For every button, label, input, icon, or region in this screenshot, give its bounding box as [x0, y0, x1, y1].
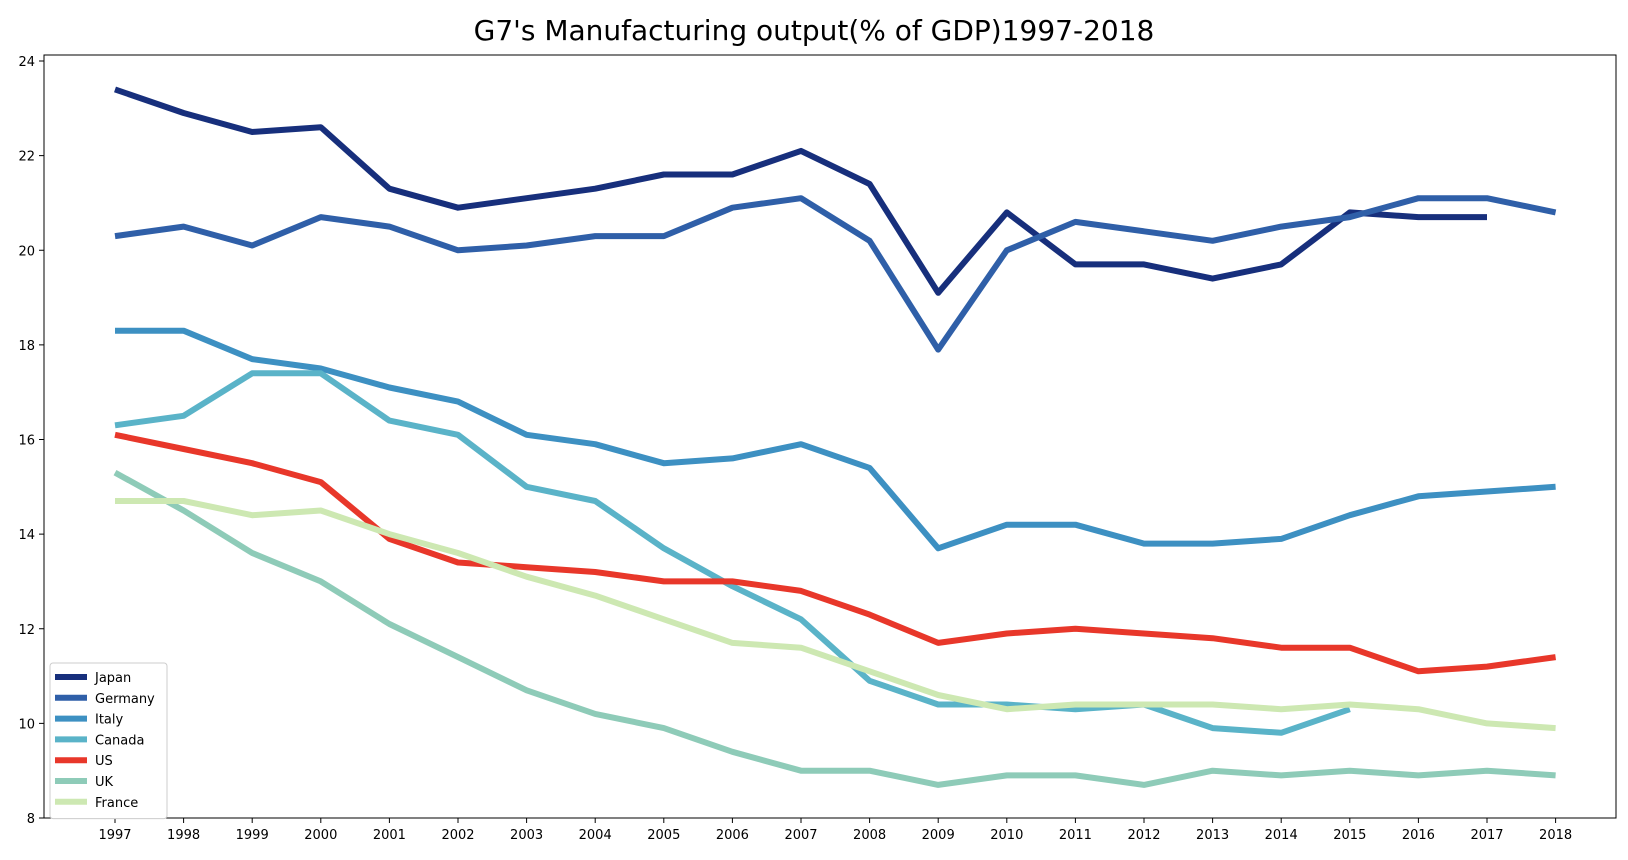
y-tick-label: 22	[18, 150, 35, 165]
legend-label: France	[95, 796, 138, 811]
legend: Japan Germany Italy Canada US UK France	[49, 662, 168, 820]
series-line-germany	[114, 195, 1557, 353]
y-tick-label: 8	[27, 812, 35, 827]
series-lines	[113, 86, 1557, 788]
legend-label: Canada	[95, 733, 144, 748]
x-tick-label: 2003	[510, 828, 543, 843]
y-tick-label: 16	[18, 434, 35, 449]
x-tick-label: 2012	[1127, 828, 1160, 843]
y-tick-label: 24	[18, 55, 35, 70]
x-axis: 1997 1998 1999 2000 2001 2002 2003 2004 2005 2006…	[98, 818, 1572, 843]
y-tick-label: 20	[18, 244, 35, 259]
y-tick-label: 18	[18, 339, 35, 354]
x-tick-label: 2009	[922, 828, 955, 843]
series-line-uk	[113, 469, 1556, 788]
y-tick-label: 10	[18, 717, 35, 732]
x-tick-label: 2000	[304, 828, 337, 843]
legend-label: US	[95, 754, 113, 769]
series-line-italy	[115, 327, 1556, 552]
x-tick-label: 2010	[990, 828, 1023, 843]
x-tick-label: 1999	[236, 828, 269, 843]
x-tick-label: 2014	[1265, 828, 1298, 843]
x-tick-label: 2002	[441, 828, 474, 843]
y-tick-label: 12	[18, 623, 35, 638]
x-tick-label: 1998	[167, 828, 200, 843]
series-line-us	[114, 431, 1557, 675]
x-tick-label: 2013	[1196, 828, 1229, 843]
x-tick-label: 2001	[373, 828, 406, 843]
x-tick-label: 2016	[1402, 828, 1435, 843]
x-tick-label: 2015	[1333, 828, 1366, 843]
series-line-canada	[114, 370, 1351, 736]
plot-area-frame	[43, 54, 1617, 819]
legend-label: Germany	[95, 692, 155, 707]
series-line-france	[115, 498, 1556, 732]
legend-label: UK	[95, 775, 114, 790]
x-tick-label: 2005	[647, 828, 680, 843]
legend-label: Japan	[94, 671, 131, 686]
x-tick-label: 2018	[1539, 828, 1572, 843]
y-tick-label: 14	[18, 528, 35, 543]
x-tick-label: 2007	[784, 828, 817, 843]
x-tick-label: 2006	[716, 828, 749, 843]
y-axis: 8 10 12 14 16 18 20 22 24	[18, 55, 44, 827]
x-tick-label: 2004	[579, 828, 612, 843]
x-tick-label: 2017	[1470, 828, 1503, 843]
x-tick-label: 2008	[853, 828, 886, 843]
x-tick-label: 2011	[1059, 828, 1092, 843]
series-line-japan	[114, 86, 1487, 296]
x-tick-label: 1997	[98, 828, 131, 843]
chart-title: G7's Manufacturing output(% of GDP)1997-…	[473, 14, 1155, 47]
legend-label: Italy	[95, 713, 124, 728]
